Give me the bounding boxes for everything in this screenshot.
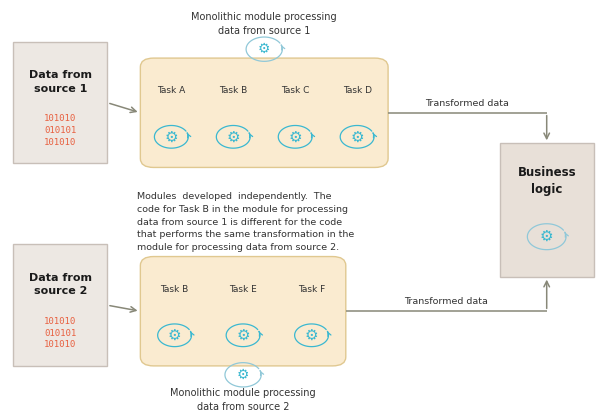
Bar: [500, 143, 594, 277]
Text: Task B: Task B: [219, 86, 248, 95]
Text: ⚙: ⚙: [540, 229, 554, 244]
Text: Task F: Task F: [298, 285, 325, 294]
Text: ⚙: ⚙: [168, 328, 181, 343]
Bar: [13, 244, 107, 366]
Bar: [13, 42, 107, 164]
Text: 101010
010101
101010: 101010 010101 101010: [44, 317, 76, 349]
Text: Business
logic: Business logic: [517, 166, 576, 195]
Text: ⚙: ⚙: [237, 368, 249, 382]
Text: Task A: Task A: [157, 86, 186, 95]
Text: 101010
010101
101010: 101010 010101 101010: [44, 114, 76, 147]
Text: ⚙: ⚙: [288, 129, 302, 144]
Text: Task C: Task C: [281, 86, 310, 95]
Text: Task B: Task B: [160, 285, 189, 294]
Text: Modules  developed  independently.  The
code for Task B in the module for proces: Modules developed independently. The cod…: [137, 192, 354, 252]
Text: Monolithic module processing
data from source 2: Monolithic module processing data from s…: [171, 388, 316, 413]
Text: Data from
source 1: Data from source 1: [29, 71, 92, 94]
Text: Monolithic module processing
data from source 1: Monolithic module processing data from s…: [191, 12, 337, 36]
Text: ⚙: ⚙: [226, 129, 240, 144]
FancyBboxPatch shape: [140, 256, 346, 366]
Text: Data from
source 2: Data from source 2: [29, 273, 92, 296]
Text: Task E: Task E: [229, 285, 257, 294]
Text: Transformed data: Transformed data: [426, 99, 509, 108]
Text: Task D: Task D: [342, 86, 371, 95]
Text: ⚙: ⚙: [350, 129, 364, 144]
Text: ⚙: ⚙: [164, 129, 178, 144]
FancyBboxPatch shape: [140, 58, 388, 167]
Text: Transformed data: Transformed data: [404, 298, 488, 306]
Text: ⚙: ⚙: [258, 42, 271, 56]
Text: ⚙: ⚙: [236, 328, 250, 343]
Text: ⚙: ⚙: [305, 328, 318, 343]
